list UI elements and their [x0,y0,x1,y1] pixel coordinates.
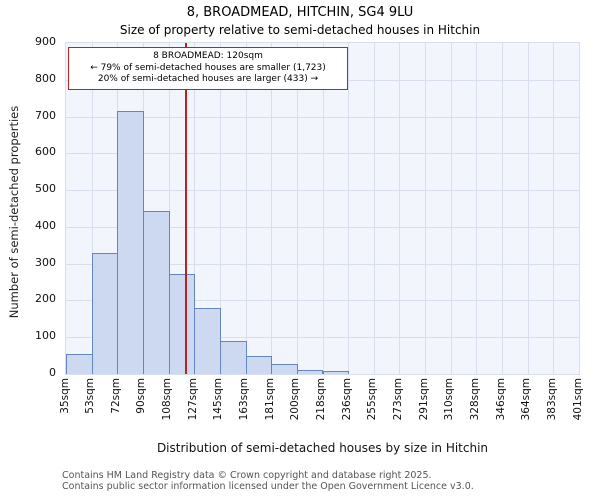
x-tick-label: 35sqm [58,378,71,414]
y-tick-label: 600 [35,145,56,159]
y-tick-label: 700 [35,108,56,122]
histogram-bar [66,353,93,374]
x-tick-label: 163sqm [238,378,251,421]
gridline-vertical [373,43,375,374]
histogram-bar [194,307,221,374]
x-axis-ticks: 35sqm 53sqm 72sqm 90sqm 108sqm 127sqm 145sqm 16… [59,378,584,434]
x-tick-label: 291sqm [417,378,430,421]
gridline-vertical [245,43,247,374]
gridline-vertical [502,43,504,374]
x-tick-label: 90sqm [135,378,148,414]
page-subtitle: Size of property relative to semi-detach… [119,23,481,37]
histogram-bar [168,273,196,374]
x-tick-label: 108sqm [161,378,174,421]
x-tick-label: 218sqm [315,378,327,421]
x-tick-label: 181sqm [263,378,276,421]
x-tick-label: 328sqm [468,378,481,421]
gridline-vertical [527,43,529,374]
histogram-bar [322,371,350,374]
property-size-marker-line [185,43,188,374]
gridline-vertical [168,43,170,374]
y-tick-label: 100 [35,329,56,343]
x-tick-label: 401sqm [571,378,584,421]
x-tick-label: 72sqm [109,378,122,414]
x-tick-label: 310sqm [443,378,456,421]
gridline-vertical [219,43,221,374]
y-tick-label: 400 [35,218,56,232]
footer-copyright-line: Contains HM Land Registry data © Crown c… [62,470,432,481]
gridline-vertical [271,43,273,374]
histogram-bar [245,355,273,374]
annotation-box: 8 BROADMEAD: 120sqm ← 79% of semi-detach… [68,47,348,90]
gridline-vertical [296,43,298,374]
gridline-vertical [450,43,452,374]
y-tick-label: 500 [35,182,56,196]
x-tick-label: 255sqm [366,378,379,421]
y-axis-ticks: 0 100 200 300 400 500 600 700 800 900 [0,0,60,420]
y-tick-label: 200 [35,292,56,306]
x-tick-label: 200sqm [289,378,302,421]
annotation-smaller-stat: ← 79% of semi-detached houses are smalle… [90,62,326,73]
y-tick-label: 300 [35,255,56,269]
gridline-vertical [553,43,555,374]
x-tick-label: 236sqm [340,378,353,421]
x-tick-label: 145sqm [212,378,225,421]
x-tick-label: 383sqm [545,378,558,421]
histogram-bar [91,252,119,374]
plot-area [65,42,580,375]
histogram-bar [296,369,324,374]
y-tick-label: 900 [35,35,56,48]
histogram-bar [219,340,247,374]
y-tick-label: 0 [49,366,56,379]
x-tick-label: 53sqm [84,378,97,414]
gridline-vertical [348,43,350,374]
footer-licence-line: Contains public sector information licen… [62,481,474,492]
x-axis-title: Distribution of semi-detached houses by … [156,441,489,455]
annotation-larger-stat: 20% of semi-detached houses are larger (… [97,74,319,84]
gridline-vertical [476,43,478,374]
histogram-bar [271,363,298,374]
x-tick-label: 273sqm [391,378,404,421]
gridline-vertical [194,43,196,374]
gridline-vertical [399,43,401,374]
y-tick-label: 800 [35,71,56,85]
x-tick-label: 364sqm [520,378,533,421]
x-tick-label: 127sqm [186,378,199,421]
footer: Contains HM Land Registry data © Crown c… [62,470,474,492]
histogram-bar [142,211,170,374]
annotation-property-size: 8 BROADMEAD: 120sqm [153,51,263,61]
page-title: 8, BROADMEAD, HITCHIN, SG4 9LU [186,5,414,20]
histogram-bar [117,111,144,374]
gridline-vertical [91,43,93,374]
x-tick-label: 346sqm [494,378,507,421]
gridline-vertical [322,43,324,374]
gridline-vertical [425,43,427,374]
